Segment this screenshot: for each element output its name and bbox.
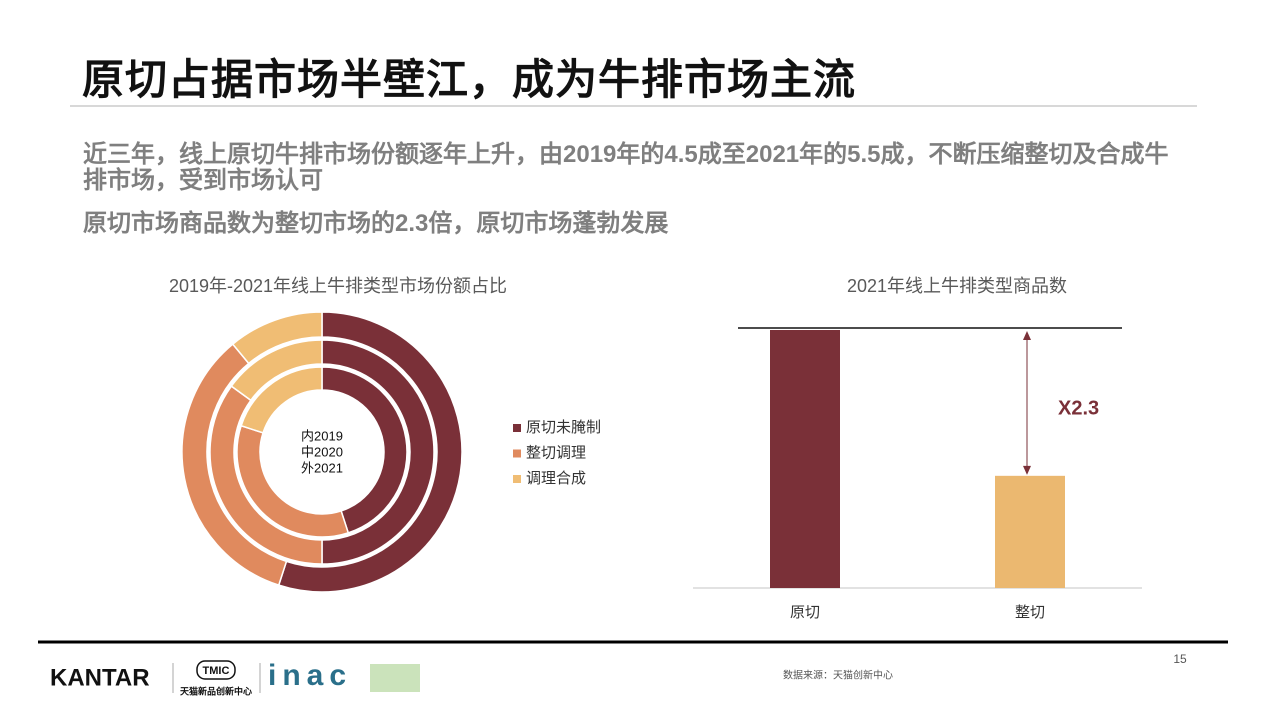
center-label: 外2021: [301, 460, 343, 475]
logo: 天猫新品创新中心: [180, 685, 252, 696]
source: 数据来源：天猫创新中心: [783, 669, 893, 682]
donut-segment: [277, 311, 463, 593]
page-number: 15: [1173, 652, 1187, 666]
donut-segment: [230, 339, 323, 402]
bullet: 原切市场商品数为整切市场的2.3倍，原切市场蓬勃发展: [83, 210, 669, 237]
legend-label: 调理合成: [526, 470, 586, 487]
legend-label: 原切未腌制: [526, 419, 601, 436]
donut-segment: [240, 366, 323, 434]
legend-swatch: [513, 475, 521, 483]
logo: TMIC: [203, 665, 230, 677]
x-tick-label: 整切: [1015, 604, 1045, 621]
slide-title: 原切占据市场半壁江，成为牛排市场主流: [82, 56, 857, 103]
bar: [995, 475, 1065, 588]
center-label: 内2019: [301, 428, 343, 443]
logo: inac: [268, 659, 352, 692]
chart-title: 2019年-2021年线上牛排类型市场份额占比: [169, 276, 507, 296]
logo: KANTAR: [50, 664, 150, 691]
donut-segment: [321, 366, 408, 534]
arrow-head: [1023, 465, 1031, 475]
logo-frame: [196, 660, 236, 680]
bullet: 近三年，线上原切牛排市场份额逐年上升，由2019年的4.5成至2021年的5.5…: [83, 141, 1169, 194]
center-label: 中2020: [301, 444, 343, 459]
arrow-head: [1023, 331, 1031, 340]
logo-mark: [370, 664, 420, 692]
x-tick-label: 原切: [790, 604, 820, 621]
legend-swatch: [513, 424, 521, 432]
chart-title: 2021年线上牛排类型商品数: [847, 276, 1067, 296]
donut-segment: [231, 311, 323, 365]
legend-label: 整切调理: [526, 444, 586, 461]
legend-swatch: [513, 449, 521, 458]
annotation: X2.3: [1058, 397, 1099, 419]
bar: [770, 330, 840, 588]
